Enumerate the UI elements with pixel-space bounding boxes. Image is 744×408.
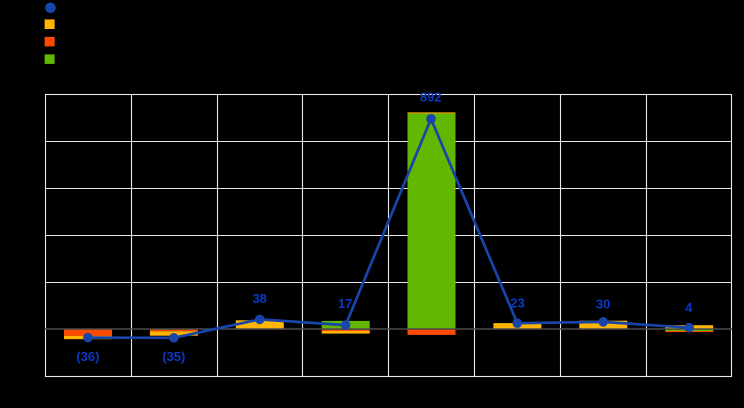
svg-text:(36): (36) <box>76 349 99 364</box>
svg-text:(35): (35) <box>162 349 185 364</box>
svg-text:17: 17 <box>338 296 352 311</box>
svg-text:23: 23 <box>510 296 524 311</box>
svg-text:30: 30 <box>596 297 610 312</box>
svg-text:4: 4 <box>685 300 693 315</box>
svg-text:38: 38 <box>252 291 266 306</box>
svg-text:892: 892 <box>420 90 442 105</box>
